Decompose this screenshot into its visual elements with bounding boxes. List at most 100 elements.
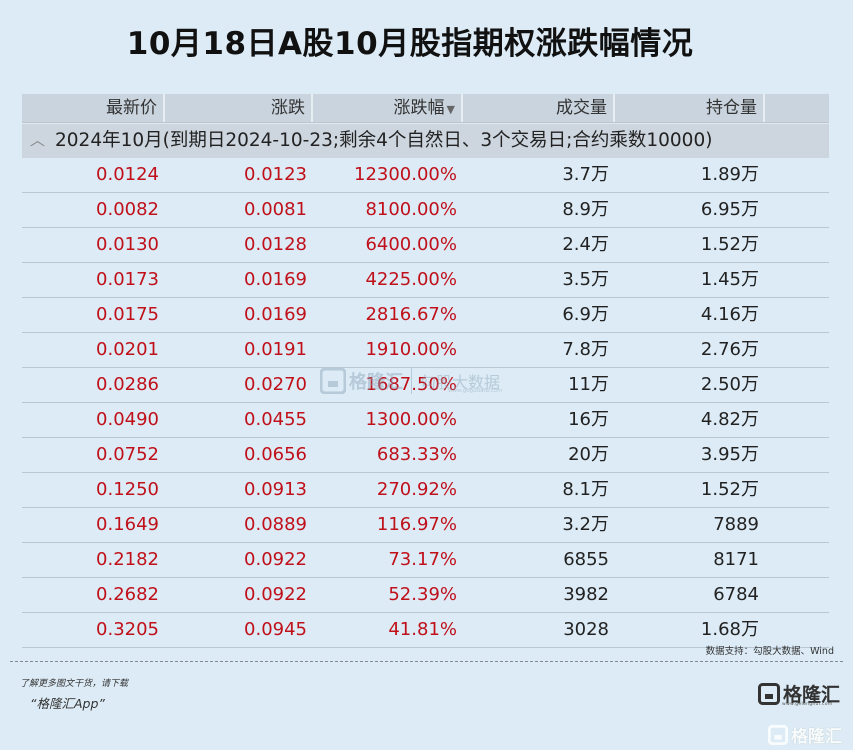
cell-volume: 8.9万 (562, 199, 609, 220)
cell-last-price: 0.0130 (96, 234, 159, 255)
cell-open-interest: 6.95万 (700, 199, 759, 220)
cell-volume: 6.9万 (562, 304, 609, 325)
cell-volume: 16万 (568, 409, 609, 430)
cell-change: 0.0128 (244, 234, 307, 255)
cell-change-pct: 52.39% (388, 584, 457, 605)
watermark-url: www.gogudata.com (448, 388, 503, 394)
table-row[interactable]: 0.2682 0.0922 52.39% 3982 6784 (22, 578, 829, 613)
col-header-last-price[interactable]: 最新价 (22, 94, 165, 122)
cell-spacer (765, 228, 829, 262)
cell-last-price: 0.1649 (96, 514, 159, 535)
table-row[interactable]: 0.3205 0.0945 41.81% 3028 1.68万 (22, 613, 829, 648)
cell-open-interest: 8171 (713, 549, 759, 570)
data-source: 数据支持：勾股大数据、Wind (705, 646, 834, 657)
table-row[interactable]: 0.0490 0.0455 1300.00% 16万 4.82万 (22, 403, 829, 438)
cell-spacer (765, 298, 829, 332)
cell-open-interest: 3.95万 (700, 444, 759, 465)
cell-spacer (765, 333, 829, 367)
table-row[interactable]: 0.0124 0.0123 12300.00% 3.7万 1.89万 (22, 158, 829, 193)
cell-change-pct: 73.17% (388, 549, 457, 570)
cell-open-interest: 4.82万 (700, 409, 759, 430)
page-title: 10月18日A股10月股指期权涨跌幅情况 (126, 26, 694, 62)
cell-open-interest: 1.52万 (700, 234, 759, 255)
table-body: 0.0124 0.0123 12300.00% 3.7万 1.89万 0.0082 0.00… (22, 158, 829, 648)
table-row[interactable]: 0.1649 0.0889 116.97% 3.2万 7889 (22, 508, 829, 543)
cell-volume: 3028 (563, 619, 609, 640)
cell-change: 0.0656 (244, 444, 307, 465)
cell-spacer (765, 613, 829, 647)
cell-change: 0.0270 (244, 374, 307, 395)
table-row[interactable]: 0.0173 0.0169 4225.00% 3.5万 1.45万 (22, 263, 829, 298)
cell-open-interest: 1.52万 (700, 479, 759, 500)
cell-change-pct: 1300.00% (365, 409, 457, 430)
table-row[interactable]: 0.0286 0.0270 1687.50% 11万 2.50万 (22, 368, 829, 403)
footer-logo: 格隆汇 www.gelonghui.com (758, 680, 840, 707)
col-header-open-interest[interactable]: 持仓量 (615, 94, 765, 122)
cell-change-pct: 8100.00% (365, 199, 457, 220)
gelonghui-corner-icon (768, 724, 788, 745)
cell-volume: 3.2万 (562, 514, 609, 535)
cell-last-price: 0.2182 (96, 549, 159, 570)
table-row[interactable]: 0.1250 0.0913 270.92% 8.1万 1.52万 (22, 473, 829, 508)
app-name: “格隆汇App” (30, 696, 105, 711)
cell-open-interest: 2.76万 (700, 339, 759, 360)
footer-logo-text: 格隆汇 (783, 684, 841, 706)
sort-desc-icon[interactable]: ▼ (446, 103, 455, 116)
cell-volume: 7.8万 (562, 339, 609, 360)
cell-change-pct: 1910.00% (365, 339, 457, 360)
cell-change: 0.0455 (244, 409, 307, 430)
cell-volume: 8.1万 (562, 479, 609, 500)
cell-spacer (765, 158, 829, 192)
cell-change-pct: 683.33% (376, 444, 457, 465)
table-row[interactable]: 0.0175 0.0169 2816.67% 6.9万 4.16万 (22, 298, 829, 333)
chevron-up-icon[interactable]: ︿ (30, 131, 46, 149)
cell-last-price: 0.0201 (96, 339, 159, 360)
cell-change: 0.0169 (244, 304, 307, 325)
cell-change: 0.0191 (244, 339, 307, 360)
cell-open-interest: 1.89万 (700, 164, 759, 185)
cell-spacer (765, 263, 829, 297)
cell-spacer (765, 473, 829, 507)
cell-open-interest: 2.50万 (700, 374, 759, 395)
table-row[interactable]: 0.0082 0.0081 8100.00% 8.9万 6.95万 (22, 193, 829, 228)
cell-change: 0.0922 (244, 549, 307, 570)
expiry-group-row[interactable]: ︿ 2024年10月(到期日2024-10-23;剩余4个自然日、3个交易日;合约… (22, 123, 829, 158)
cell-volume: 3.7万 (562, 164, 609, 185)
gelonghui-logo-icon (758, 682, 780, 705)
cell-last-price: 0.0124 (96, 164, 159, 185)
footer-divider (10, 661, 843, 662)
cell-last-price: 0.0752 (96, 444, 159, 465)
corner-watermark: 格隆汇 (768, 722, 842, 747)
cell-volume: 3.5万 (562, 269, 609, 290)
cell-last-price: 0.0175 (96, 304, 159, 325)
cell-spacer (765, 368, 829, 402)
cell-volume: 11万 (568, 374, 609, 395)
cell-change-pct: 270.92% (376, 479, 457, 500)
cell-spacer (765, 543, 829, 577)
cell-change-pct: 41.81% (388, 619, 457, 640)
download-prompt: 了解更多图文干货，请下载 (20, 679, 129, 689)
cell-last-price: 0.0490 (96, 409, 159, 430)
col-header-change[interactable]: 涨跌 (165, 94, 313, 122)
table-header: 最新价 涨跌 涨跌幅 ▼ 成交量 持仓量 (22, 94, 829, 123)
col-header-volume[interactable]: 成交量 (463, 94, 615, 122)
cell-last-price: 0.1250 (96, 479, 159, 500)
cell-spacer (765, 438, 829, 472)
cell-last-price: 0.0173 (96, 269, 159, 290)
corner-watermark-text: 格隆汇 (791, 727, 842, 747)
table-row[interactable]: 0.0201 0.0191 1910.00% 7.8万 2.76万 (22, 333, 829, 368)
cell-spacer (765, 403, 829, 437)
table-row[interactable]: 0.0752 0.0656 683.33% 20万 3.95万 (22, 438, 829, 473)
cell-open-interest: 4.16万 (700, 304, 759, 325)
watermark-text-left: 格隆汇 (349, 372, 403, 393)
watermark-text-right: 勾股大数据 (420, 373, 501, 392)
cell-volume: 3982 (563, 584, 609, 605)
cell-open-interest: 6784 (713, 584, 759, 605)
cell-last-price: 0.3205 (96, 619, 159, 640)
cell-spacer (765, 508, 829, 542)
footer-logo-url: www.gelonghui.com (782, 702, 833, 707)
col-header-change-pct[interactable]: 涨跌幅 ▼ (313, 94, 463, 122)
cell-change-pct: 116.97% (376, 514, 457, 535)
table-row[interactable]: 0.2182 0.0922 73.17% 6855 8171 (22, 543, 829, 578)
table-row[interactable]: 0.0130 0.0128 6400.00% 2.4万 1.52万 (22, 228, 829, 263)
